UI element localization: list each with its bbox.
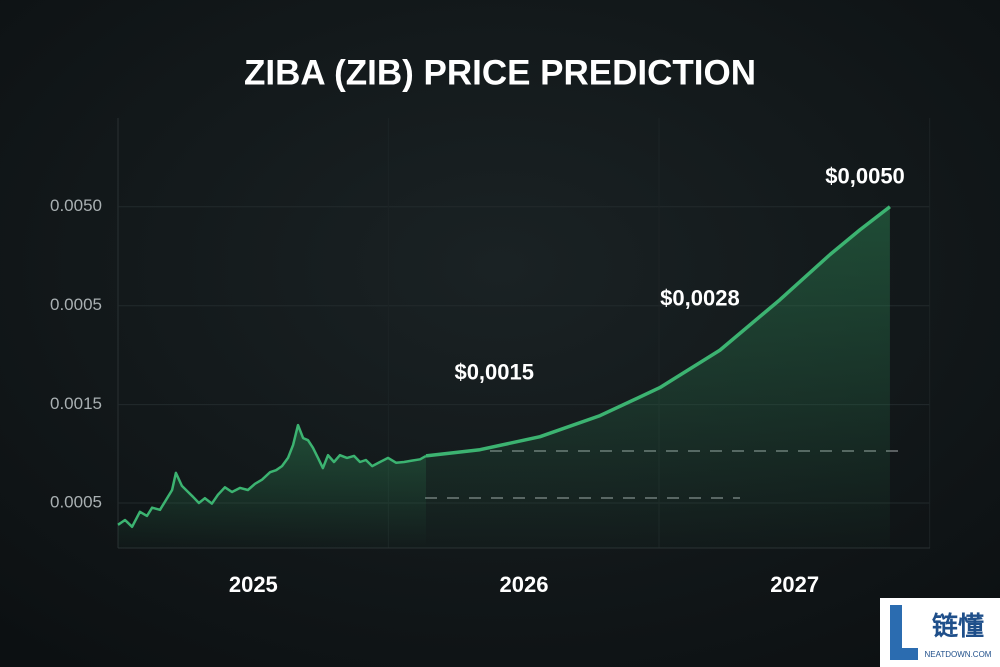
watermark-logo — [890, 605, 902, 660]
area-fill — [426, 206, 890, 548]
chart-title: ZIBA (ZIB) PRICE PREDICTION — [244, 53, 756, 92]
area-fill — [118, 425, 427, 548]
y-tick-label: 0.0005 — [50, 295, 102, 314]
x-tick-label: 2025 — [229, 572, 278, 597]
x-tick-label: 2027 — [770, 572, 819, 597]
watermark-text: 链懂 — [932, 611, 984, 641]
watermark-logo — [890, 648, 918, 660]
price-annotation: $0,0028 — [660, 286, 740, 311]
y-tick-label: 0.0015 — [50, 394, 102, 413]
x-tick-label: 2026 — [500, 572, 549, 597]
price-annotation: $0,0015 — [454, 359, 534, 384]
y-tick-label: 0.0050 — [50, 196, 102, 215]
watermark-subtext: NEATDOWN.COM — [925, 650, 992, 659]
price-annotation: $0,0050 — [825, 164, 905, 189]
watermark: 链懂 NEATDOWN.COM — [880, 598, 1000, 667]
price-line — [425, 205, 891, 458]
y-tick-label: 0.0005 — [50, 492, 102, 511]
price-line — [117, 423, 427, 529]
